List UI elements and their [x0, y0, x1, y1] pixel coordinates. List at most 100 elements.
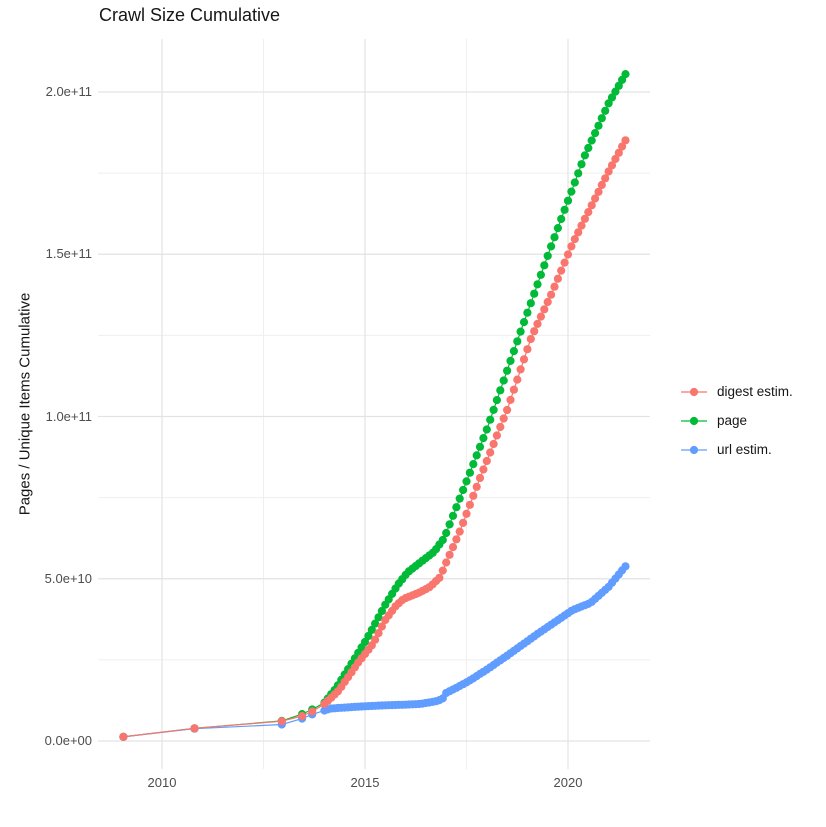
data-point — [563, 250, 573, 259]
data-point — [435, 573, 444, 582]
legend-label-url: url estim. — [717, 442, 772, 457]
data-point — [298, 711, 307, 721]
data-point — [553, 274, 563, 283]
data-point — [550, 282, 559, 291]
data-point — [597, 180, 606, 190]
data-point — [509, 347, 518, 356]
data-point — [523, 308, 532, 317]
data-point — [506, 395, 515, 404]
data-point — [499, 414, 508, 423]
data-point — [308, 707, 317, 716]
data-point — [594, 121, 603, 130]
data-point — [479, 434, 488, 443]
data-point — [526, 299, 535, 308]
data-point — [523, 345, 532, 354]
data-point — [614, 148, 623, 157]
legend-item-page: page — [678, 406, 793, 435]
data-point — [591, 194, 600, 203]
data-point — [587, 201, 596, 210]
data-point — [469, 491, 478, 500]
data-point — [533, 280, 542, 289]
data-point — [560, 205, 569, 214]
data-point — [597, 114, 606, 123]
data-point — [482, 456, 491, 466]
data-point — [580, 151, 590, 160]
data-point — [577, 160, 586, 169]
data-point — [533, 319, 542, 328]
data-point — [618, 142, 627, 151]
data-point — [557, 266, 566, 275]
data-point — [377, 622, 386, 631]
data-point — [459, 518, 468, 528]
data-point — [465, 468, 474, 477]
data-point — [513, 337, 522, 346]
data-point — [536, 270, 546, 279]
data-point — [530, 327, 539, 336]
data-point — [377, 606, 386, 616]
data-point — [560, 258, 569, 267]
data-point — [503, 366, 512, 375]
data-point — [530, 289, 539, 298]
legend-key-page-icon — [681, 416, 707, 425]
legend-key-url-icon — [681, 445, 707, 454]
data-point — [452, 535, 461, 544]
data-point — [503, 405, 512, 415]
chart-title: Crawl Size Cumulative — [99, 5, 281, 25]
data-point — [492, 431, 501, 440]
data-point — [563, 196, 573, 205]
data-point — [452, 503, 461, 512]
data-point — [574, 228, 583, 237]
data-point — [570, 235, 579, 244]
data-point — [604, 167, 613, 176]
legend-key-digest-icon — [681, 387, 707, 396]
data-point — [360, 637, 370, 647]
data-point — [472, 451, 481, 460]
data-point — [584, 143, 593, 153]
data-point — [553, 224, 563, 233]
data-point — [445, 550, 454, 559]
data-point — [594, 187, 603, 196]
data-point — [580, 214, 590, 223]
data-point — [367, 625, 376, 635]
data-point — [607, 161, 617, 170]
data-point — [584, 208, 593, 217]
data-point — [540, 261, 549, 270]
data-point — [496, 422, 505, 432]
data-point — [475, 442, 485, 451]
data-point — [462, 509, 471, 518]
data-point — [547, 242, 556, 251]
data-point — [540, 305, 549, 314]
data-point — [621, 70, 630, 79]
data-point — [482, 425, 491, 434]
data-point — [371, 635, 380, 644]
data-point — [577, 221, 586, 230]
data-point — [371, 619, 380, 628]
data-point — [448, 511, 458, 520]
data-point — [479, 465, 488, 474]
data-point — [455, 527, 464, 536]
data-point — [526, 334, 535, 344]
data-point — [438, 566, 447, 575]
data-point — [190, 724, 199, 733]
data-point — [587, 136, 596, 145]
legend-label-digest: digest estim. — [717, 384, 793, 399]
data-point — [574, 169, 583, 178]
data-point — [536, 312, 546, 321]
data-point — [611, 154, 620, 164]
data-point — [442, 558, 451, 567]
data-point — [489, 405, 498, 414]
data-point — [601, 106, 610, 115]
data-point — [438, 535, 447, 545]
data-point — [374, 629, 383, 638]
data-point — [601, 174, 610, 183]
data-point — [513, 375, 522, 384]
data-point — [567, 242, 576, 251]
data-point — [489, 439, 498, 449]
data-point — [442, 528, 451, 538]
data-point — [516, 327, 525, 336]
data-point — [557, 214, 566, 224]
data-point — [570, 178, 579, 187]
data-point — [374, 613, 383, 622]
